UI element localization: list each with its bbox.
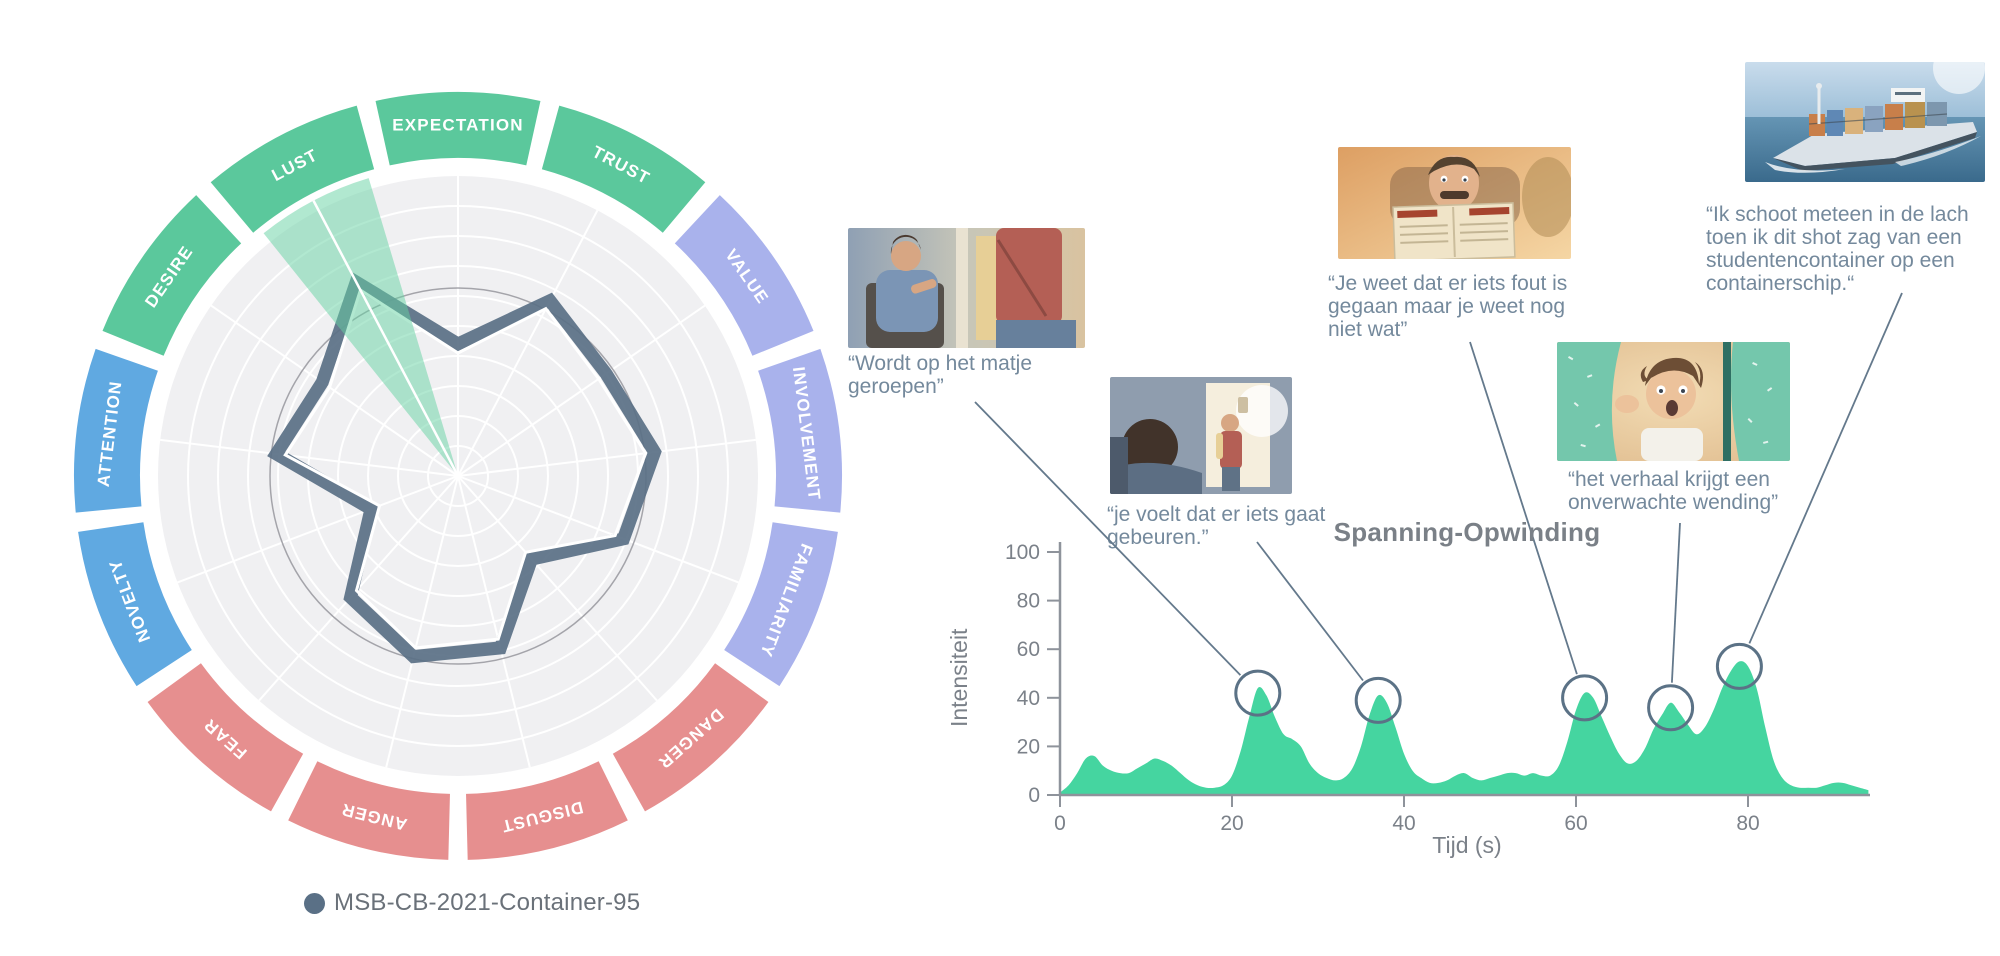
radar-sector-involvement[interactable] xyxy=(758,348,843,513)
peak-marker-circle-2 xyxy=(1354,676,1402,724)
radar-sector-trust[interactable] xyxy=(541,105,706,233)
legend-label: MSB-CB-2021-Container-95 xyxy=(334,889,641,916)
intensity-timeline-chart: 0 20 40 60 80 100 0 20 40 60 80 xyxy=(974,292,1903,835)
annotation-line-5 xyxy=(1748,292,1903,644)
quote-annotation-2: “je voelt dat er iets gaat gebeuren.” xyxy=(1107,503,1326,549)
radar-series-polygon xyxy=(267,272,662,664)
radar-grid-spoke xyxy=(457,209,599,477)
x-axis-tick-label: 60 xyxy=(1564,812,1587,835)
radar-grid-spoke xyxy=(457,304,706,477)
annotation-line-2 xyxy=(1256,541,1364,682)
peak-marker-circle-3 xyxy=(1561,674,1609,722)
annotation-line-1 xyxy=(974,401,1242,676)
x-axis-tick-label: 80 xyxy=(1736,812,1759,835)
radar-grid-spoke xyxy=(457,475,658,702)
radar-sector-danger[interactable] xyxy=(612,663,769,812)
radar-sector-desire[interactable] xyxy=(102,195,242,356)
radar-grid-spoke xyxy=(385,475,459,768)
radar-series-inner-line xyxy=(283,287,648,650)
radar-sector-attention[interactable] xyxy=(73,348,158,513)
y-axis-tick-label: 100 xyxy=(1005,541,1040,564)
storyboard-illustration xyxy=(1557,342,1790,461)
radar-grid-spoke xyxy=(177,475,459,584)
y-axis-tick-label: 20 xyxy=(1017,735,1040,758)
y-axis-tick-label: 0 xyxy=(1028,784,1040,807)
peak-marker-circle-1 xyxy=(1234,669,1282,717)
radar-sector-lust[interactable] xyxy=(210,105,375,233)
y-axis-tick-label: 60 xyxy=(1017,638,1040,661)
radar-sector-fear[interactable] xyxy=(147,663,304,812)
y-axis-label: Intensiteit xyxy=(946,628,972,728)
intensity-area xyxy=(1060,661,1869,795)
legend-dot-icon xyxy=(304,892,325,914)
storyboard-image-hallway xyxy=(1110,377,1292,494)
annotation-line-3 xyxy=(1469,341,1578,675)
storyboard-image-window-surprise xyxy=(1557,342,1790,461)
radar-sector-label: EXPECTATION xyxy=(392,116,524,135)
radar-grid-spoke xyxy=(457,438,756,477)
storyboard-image-office-confrontation xyxy=(848,228,1085,348)
radar-grid-spoke xyxy=(457,475,531,768)
quote-annotation-5: “Ik schoot meteen in de lach toen ik dit… xyxy=(1706,203,1969,295)
storyboard-illustration xyxy=(1110,377,1292,494)
radar-sector-novelty[interactable] xyxy=(78,522,192,687)
axis-lines xyxy=(1058,542,1870,797)
legend[interactable]: MSB-CB-2021-Container-95 xyxy=(304,889,640,917)
storyboard-illustration xyxy=(848,228,1085,348)
x-axis-tick-label: 40 xyxy=(1392,812,1415,835)
quote-annotation-4: “het verhaal krijgt een onverwachte wend… xyxy=(1568,468,1779,514)
radar-grid-spoke xyxy=(160,438,459,477)
radar-sector-familiarity[interactable] xyxy=(724,522,838,687)
radar-sector-anger[interactable] xyxy=(288,761,450,860)
x-axis-label: Tijd (s) xyxy=(1432,832,1502,858)
radar-grid-spoke xyxy=(210,304,459,477)
radar-sector-disgust[interactable] xyxy=(466,761,628,860)
radar-highlight-axis-line xyxy=(312,200,460,477)
y-axis-tick-label: 40 xyxy=(1017,687,1040,710)
peak-marker-circle-4 xyxy=(1647,684,1695,732)
storyboard-illustration xyxy=(1745,62,1985,182)
annotation-line-4 xyxy=(1671,522,1681,683)
storyboard-image-container-ship xyxy=(1745,62,1985,182)
y-axis-tick-label: 80 xyxy=(1017,590,1040,613)
radar-sector-value[interactable] xyxy=(674,195,814,356)
timeline-title: Spanning-Opwinding xyxy=(1333,517,1601,547)
quote-annotation-1: “Wordt op het matje geroepen” xyxy=(848,352,1033,398)
storyboard-illustration xyxy=(1338,147,1571,259)
quote-annotation-3: “Je weet dat er iets fout is gegaan maar… xyxy=(1328,272,1568,341)
storyboard-image-newspaper xyxy=(1338,147,1571,259)
peak-marker-circle-5 xyxy=(1715,642,1763,690)
radar-highlight-wedge xyxy=(263,178,458,476)
emotion-radar-chart: EXPECTATIONTRUSTVALUEINVOLVEMENTFAMILIAR… xyxy=(73,91,843,860)
x-axis-tick-label: 20 xyxy=(1220,812,1243,835)
radar-grid-spoke xyxy=(457,475,739,584)
x-axis-tick-label: 0 xyxy=(1054,812,1066,835)
radar-sector-expectation[interactable] xyxy=(375,91,541,166)
